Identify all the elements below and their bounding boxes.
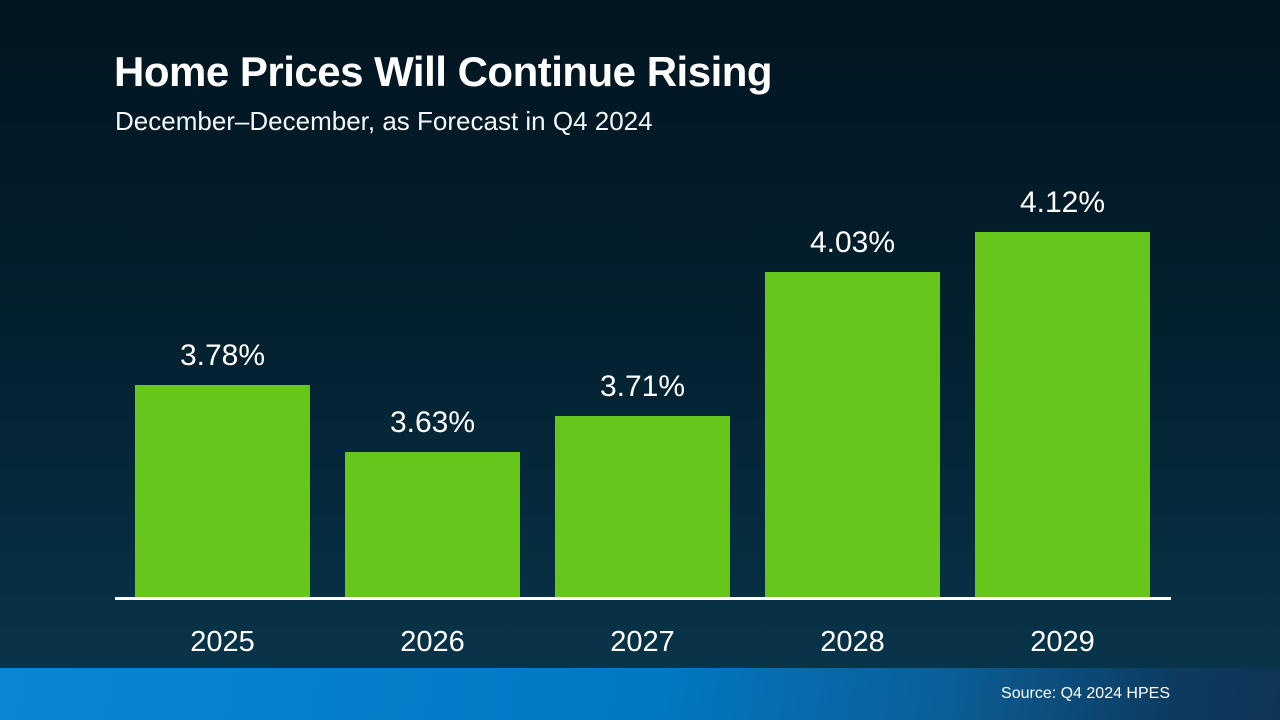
source-text: Source: Q4 2024 HPES (1001, 685, 1170, 702)
bar-2029 (975, 232, 1150, 600)
x-tick-label: 2028 (820, 626, 885, 658)
bar-2025 (135, 385, 310, 600)
bar-value-label: 3.71% (599, 370, 686, 403)
footer-bar: Source: Q4 2024 HPES (0, 668, 1280, 720)
x-axis-line (115, 597, 1171, 600)
bar-value-label: 3.78% (179, 339, 266, 372)
chart-title: Home Prices Will Continue Rising (114, 48, 773, 95)
bar-value-label: 4.03% (809, 226, 896, 259)
chart-subtitle: December–December, as Forecast in Q4 202… (115, 106, 653, 136)
bar-2027 (555, 416, 730, 600)
bar-value-label: 3.63% (389, 406, 476, 439)
x-tick-label: 2029 (1030, 626, 1095, 658)
bar-2026 (345, 452, 520, 600)
bar-value-label: 4.12% (1019, 186, 1106, 219)
x-tick-label: 2025 (190, 626, 255, 658)
bar-2028 (765, 272, 940, 600)
x-tick-label: 2027 (610, 626, 675, 658)
x-tick-label: 2026 (400, 626, 465, 658)
